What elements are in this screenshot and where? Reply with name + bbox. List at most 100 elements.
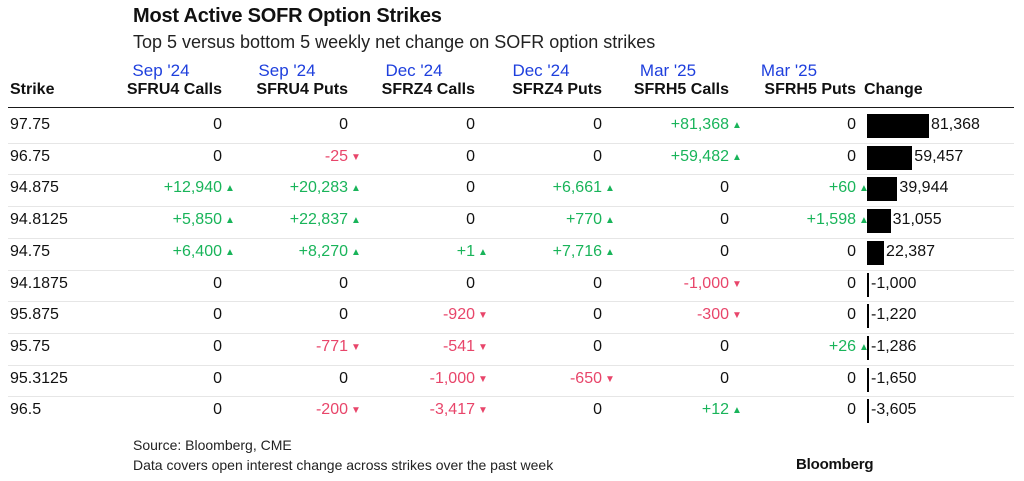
change-value-label: 22,387 (886, 242, 935, 260)
table-cell: +20,283 ▲ (224, 179, 364, 197)
cell-value: +8,270 (298, 242, 348, 260)
cell-value: 0 (593, 401, 602, 419)
cell-value: 0 (466, 179, 475, 197)
cell-value: 0 (593, 306, 602, 324)
cell-value: 0 (720, 242, 729, 260)
cell-value: 0 (720, 337, 729, 355)
table-cell: -300 ▼ (605, 306, 745, 324)
change-value-label: 31,055 (892, 211, 942, 229)
down-arrow-icon: ▼ (732, 278, 742, 290)
table-cell: +22,837 ▲ (224, 211, 364, 229)
table-cell: -200 ▼ (224, 401, 364, 419)
table-cell: +770 ▲ (478, 211, 618, 229)
cell-value: +20,283 (289, 179, 348, 197)
change-value-label: -3,605 (871, 401, 917, 419)
source-note: Source: Bloomberg, CME (133, 437, 292, 453)
table-cell: 0 (589, 179, 729, 197)
change-header: Change (864, 81, 923, 98)
table-cell: 0 (82, 370, 222, 388)
cell-value: 0 (847, 116, 856, 133)
table-cell: 0 (335, 179, 475, 197)
column-month-label: Sep '24 (258, 61, 316, 80)
table-cell: 0 (716, 306, 856, 324)
cell-value: -1,000 (683, 274, 729, 292)
row-divider (8, 206, 1014, 208)
cell-value: -200 (315, 401, 348, 419)
down-arrow-icon: ▼ (478, 373, 488, 385)
change-bar (867, 145, 913, 170)
cell-value: 0 (466, 274, 475, 292)
up-arrow-icon: ▲ (859, 341, 869, 353)
coverage-note: Data covers open interest change across … (133, 457, 554, 473)
up-arrow-icon: ▲ (732, 120, 742, 131)
table-cell: 0 (589, 211, 729, 229)
change-value-label: -1,286 (871, 337, 917, 355)
table-cell: 0 (462, 306, 602, 324)
table-cell: -25 ▼ (224, 148, 364, 166)
table-cell: 0 (716, 275, 856, 293)
cell-value: 0 (847, 274, 856, 292)
strike-label: 94.75 (10, 242, 51, 260)
column-code-label: SFRZ4 Calls (381, 81, 475, 98)
cell-value: 0 (593, 274, 602, 292)
column-code-label: SFRH5 Puts (764, 81, 856, 98)
cell-value: 0 (466, 116, 475, 133)
cell-value: 0 (847, 369, 856, 387)
table-cell: +8,270 ▲ (224, 243, 364, 261)
table-cell: 0 (716, 148, 856, 166)
table-cell: 0 (589, 338, 729, 356)
strike-label: 96.5 (10, 401, 42, 419)
cell-value: +60 (828, 179, 856, 197)
cell-value: +5,850 (172, 211, 222, 229)
change-value-label: 39,944 (899, 179, 949, 197)
column-month-label: Sep '24 (132, 61, 190, 80)
row-divider (8, 174, 1014, 176)
header-divider (8, 107, 1014, 108)
cell-value: +81,368 (670, 116, 729, 133)
strike-label: 95.75 (10, 337, 51, 355)
table-cell: 0 (82, 148, 222, 166)
cell-value: -1,000 (429, 369, 475, 387)
cell-value: 0 (847, 147, 856, 165)
change-bar (867, 272, 869, 297)
change-bar (867, 335, 869, 360)
down-arrow-icon: ▼ (732, 310, 742, 322)
up-arrow-icon: ▲ (225, 215, 235, 227)
strike-label: 94.8125 (10, 211, 68, 229)
down-arrow-icon: ▼ (478, 341, 488, 353)
row-divider (8, 142, 1014, 144)
change-bar (867, 399, 869, 424)
column-code-label: SFRU4 Calls (126, 81, 222, 98)
cell-value: -541 (442, 337, 475, 355)
table-cell: 0 (208, 116, 348, 134)
cell-value: -3,417 (429, 401, 475, 419)
column-month-label: Mar '25 (639, 61, 697, 80)
chart-title: Most Active SOFR Option Strikes (133, 5, 442, 27)
cell-value: 0 (720, 369, 729, 387)
row-divider (8, 301, 1014, 303)
change-value-label: -1,650 (871, 369, 917, 387)
table-cell: 0 (716, 243, 856, 261)
cell-value: +59,482 (670, 147, 729, 165)
table-cell: +1 ▲ (351, 243, 491, 261)
chart-subtitle: Top 5 versus bottom 5 weekly net change … (133, 32, 656, 52)
change-bar (867, 114, 929, 138)
cell-value: +6,661 (552, 179, 602, 197)
strike-label: 95.875 (10, 306, 59, 324)
change-bar (867, 240, 885, 265)
down-arrow-icon: ▼ (351, 151, 361, 163)
change-value-label: 59,457 (914, 147, 964, 165)
cell-value: 0 (339, 306, 348, 324)
table-cell: 0 (335, 211, 475, 229)
table-cell: 0 (462, 275, 602, 293)
table-cell: 0 (82, 116, 222, 134)
table-cell: 0 (462, 338, 602, 356)
table-cell: 0 (462, 401, 602, 419)
table-cell: +7,716 ▲ (478, 243, 618, 261)
down-arrow-icon: ▼ (351, 341, 361, 353)
cell-value: 0 (720, 211, 729, 229)
cell-value: +770 (565, 211, 602, 229)
change-value-label: -1,000 (871, 274, 917, 292)
table-cell: 0 (335, 116, 475, 134)
cell-value: 0 (593, 116, 602, 133)
